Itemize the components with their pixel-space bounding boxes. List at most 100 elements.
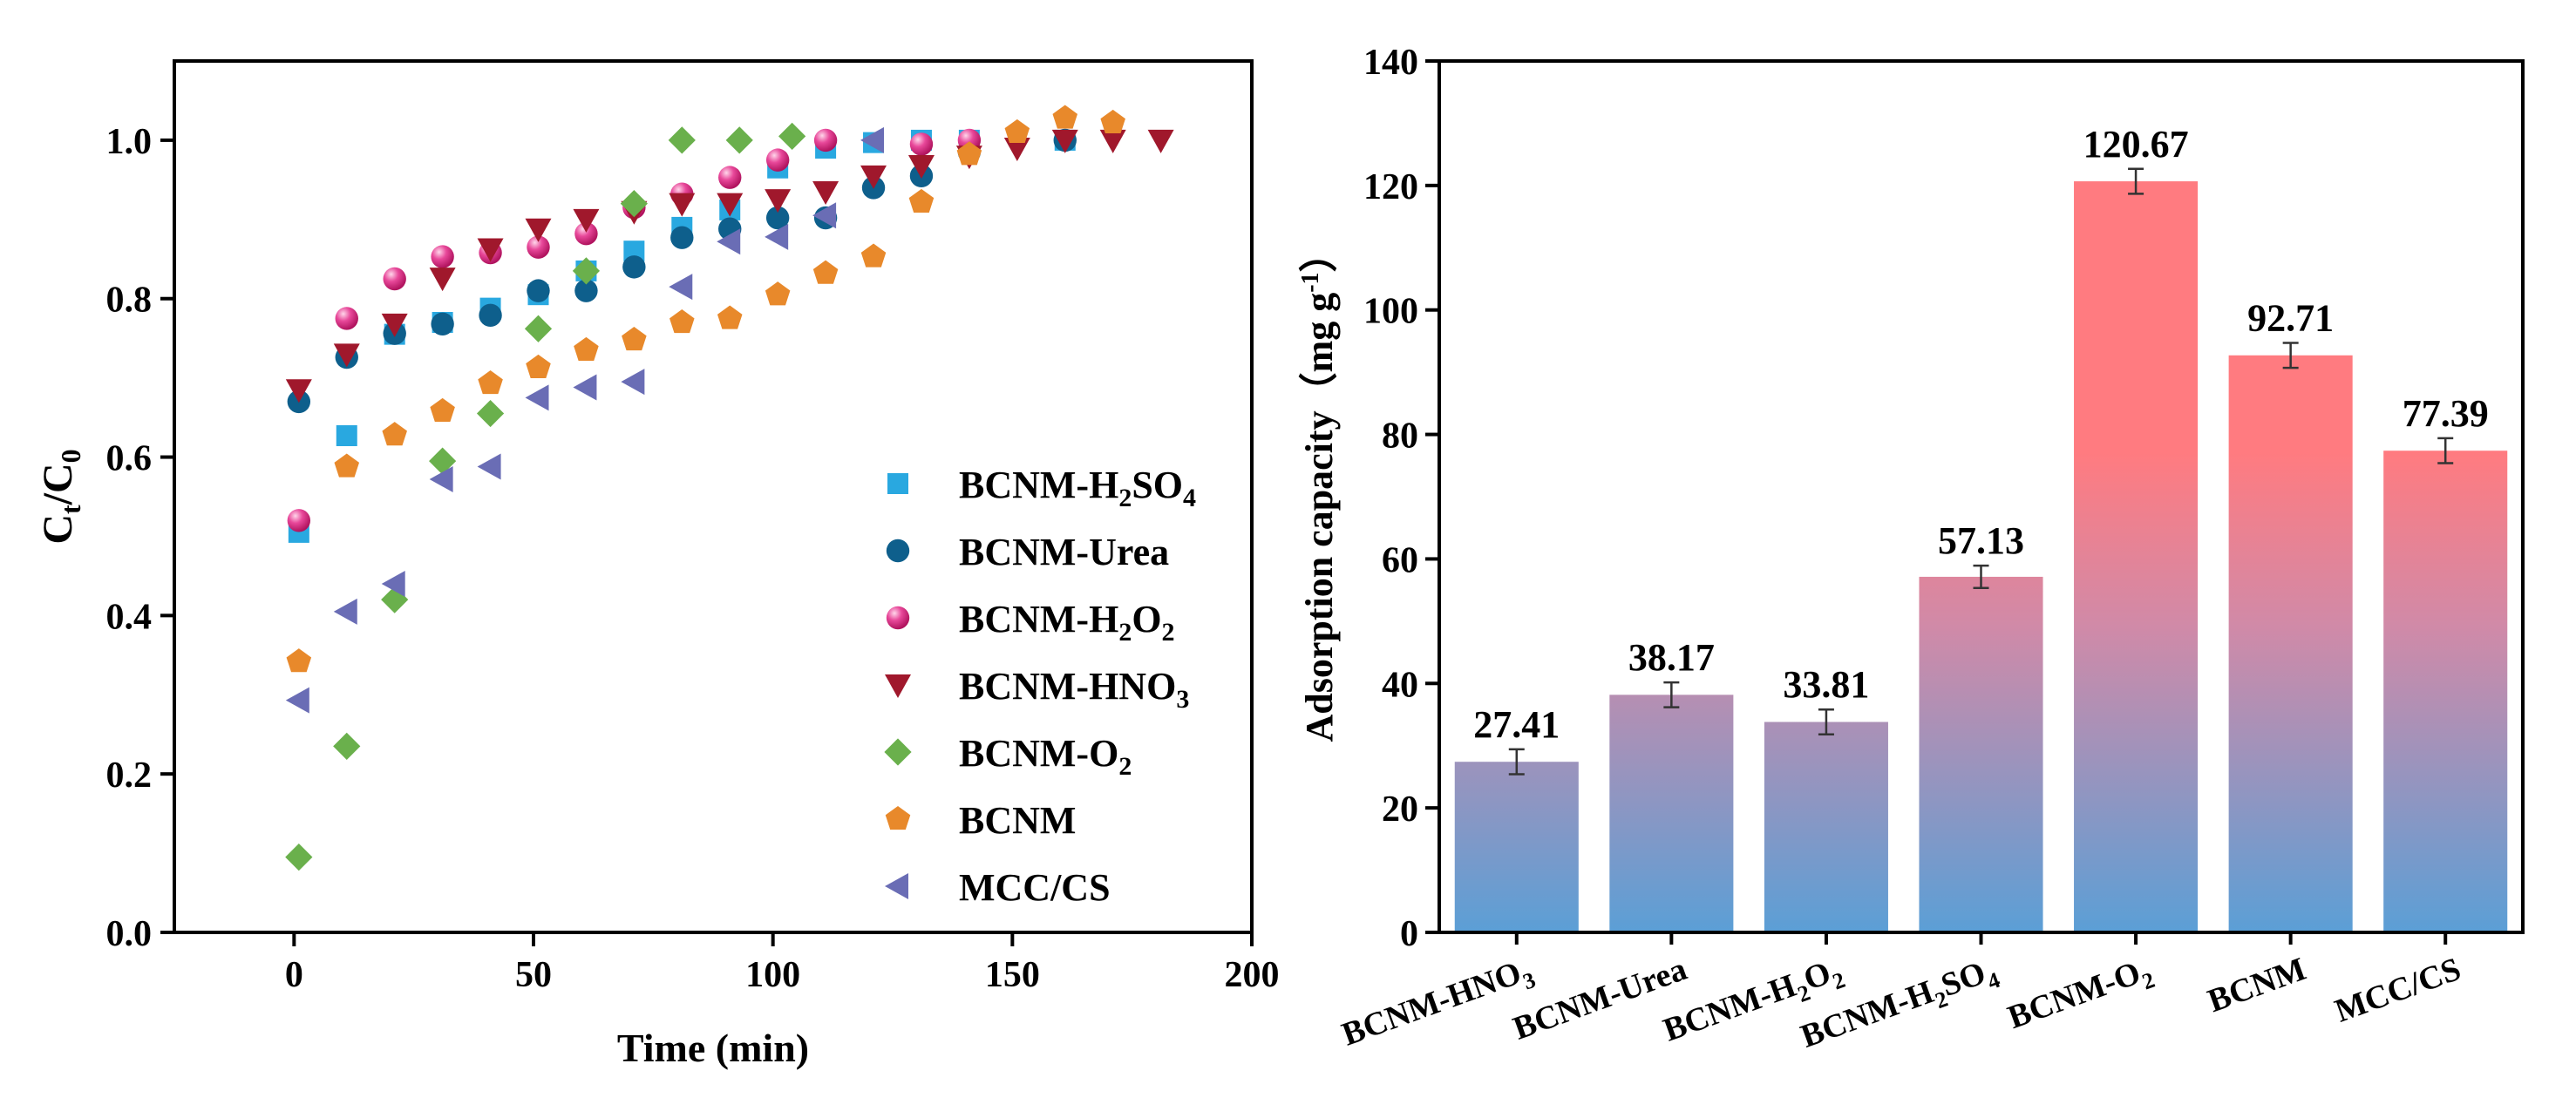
bar	[2228, 355, 2353, 932]
legend-marker	[885, 806, 911, 830]
series-bcnm-urea	[287, 128, 1077, 414]
data-point	[669, 274, 693, 301]
bar-value-label: 92.71	[2247, 297, 2334, 340]
legend-label: BCNM-H2SO4	[959, 464, 1196, 512]
data-point	[812, 260, 839, 284]
series-bcnm-hno3	[285, 129, 1174, 403]
data-point	[812, 202, 837, 229]
data-point	[478, 370, 503, 395]
data-point	[524, 315, 553, 342]
data-point	[956, 141, 982, 166]
data-point	[285, 379, 312, 403]
data-point	[477, 238, 504, 262]
bar-y-tick-label: 60	[1382, 540, 1418, 580]
data-point	[717, 193, 744, 217]
data-point	[860, 165, 887, 189]
data-point	[778, 122, 806, 150]
data-point	[572, 257, 601, 285]
scatter-y-tick-label: 0.4	[106, 597, 153, 637]
data-point	[573, 208, 600, 233]
bar-y-tick-label: 100	[1363, 292, 1418, 332]
data-point	[286, 648, 312, 673]
data-point	[525, 384, 549, 411]
bar	[1764, 722, 1888, 932]
legend-marker	[884, 738, 912, 766]
bar	[2074, 181, 2199, 933]
bars: 27.41 38.17 33.81 57.13 120.67 92.71 77.39	[1454, 123, 2508, 933]
data-point	[725, 126, 753, 154]
scatter-y-tick-label: 0.6	[106, 439, 153, 479]
data-point	[477, 453, 501, 480]
bar	[2383, 451, 2508, 932]
data-point	[527, 279, 550, 302]
data-point	[668, 126, 696, 154]
data-point	[1003, 138, 1030, 161]
legend-label: BCNM-HNO3	[959, 665, 1189, 714]
data-point	[909, 132, 934, 156]
data-point	[333, 343, 360, 368]
data-point	[333, 732, 361, 760]
data-point	[765, 206, 790, 230]
data-point	[670, 226, 694, 249]
legend-marker	[886, 539, 910, 563]
data-point	[1099, 129, 1126, 153]
data-point	[429, 466, 453, 492]
data-point	[718, 166, 742, 189]
bar-value-label: 57.13	[1938, 519, 2024, 562]
bar-value-label: 77.39	[2403, 392, 2489, 435]
data-point	[574, 221, 598, 246]
bar-value-label: 120.67	[2083, 123, 2189, 166]
data-point	[431, 245, 454, 268]
bar-category-label: BCNM	[2203, 951, 2310, 1020]
scatter-x-tick-label: 50	[515, 955, 552, 995]
data-point	[860, 126, 885, 153]
legend-label: MCC/CS	[959, 866, 1111, 909]
bar-category-label: MCC/CS	[2330, 951, 2465, 1030]
data-point	[285, 844, 313, 871]
bar	[1454, 762, 1579, 932]
data-point	[1100, 109, 1125, 134]
bar	[1609, 695, 1734, 932]
scatter-x-tick-label: 150	[985, 955, 1040, 995]
data-point	[429, 447, 457, 475]
bar-y-tick-label: 40	[1382, 665, 1418, 705]
scatter-y-axis-label: Ct/C0	[35, 449, 86, 544]
scatter-points	[285, 105, 1174, 871]
bar-category-label: BCNM-O2	[2003, 951, 2158, 1042]
data-point	[476, 399, 505, 428]
data-point	[765, 223, 789, 250]
data-point	[573, 374, 597, 401]
bar-y-tick-label: 120	[1363, 167, 1418, 207]
data-point	[381, 571, 405, 597]
bar-y-tick-label: 0	[1400, 914, 1418, 954]
data-point	[813, 128, 838, 152]
bar	[1919, 576, 2043, 932]
series-mcc-cs	[285, 126, 885, 714]
data-point	[717, 305, 743, 329]
data-point	[669, 309, 695, 334]
bar-y-ticks: 0 20 40 60 80 100 120 140	[1363, 43, 1439, 954]
bar-category-label: BCNM-HNO3	[1337, 951, 1539, 1059]
legend-label: BCNM	[959, 799, 1076, 842]
bar-chart: 27.41 38.17 33.81 57.13 120.67 92.71 77.39 0 20…	[1297, 43, 2525, 1059]
data-point	[574, 279, 598, 302]
scatter-y-tick-label: 0.0	[106, 914, 153, 954]
bar-y-tick-label: 80	[1382, 417, 1418, 457]
data-point	[334, 453, 360, 478]
data-point	[336, 425, 357, 446]
data-point	[669, 193, 696, 217]
scatter-plot-frame	[173, 59, 1254, 934]
bar-category-label: BCNM-Urea	[1508, 951, 1691, 1047]
data-point	[381, 313, 408, 337]
data-point	[527, 235, 550, 259]
data-point	[622, 327, 647, 351]
data-point	[479, 303, 502, 328]
scatter-y-ticks: 0.0 0.2 0.4 0.6 0.8 1.0	[106, 122, 174, 954]
data-point	[765, 189, 792, 213]
data-point	[812, 181, 839, 205]
data-point	[574, 336, 599, 361]
scatter-y-tick-label: 1.0	[106, 122, 153, 162]
legend-marker	[885, 674, 911, 698]
scatter-x-tick-label: 0	[285, 955, 303, 995]
